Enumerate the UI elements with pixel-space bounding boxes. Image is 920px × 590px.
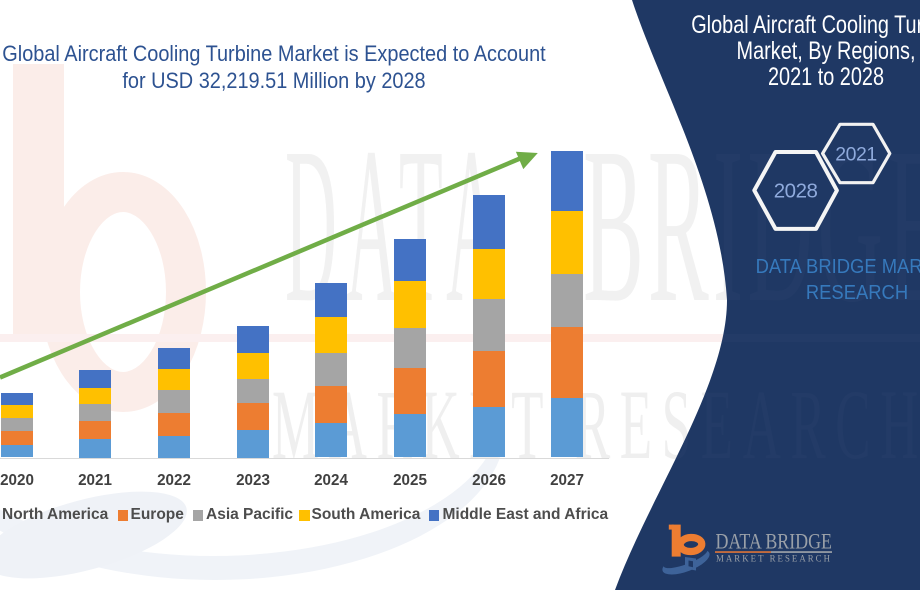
svg-text:MARKET RESEARCH: MARKET RESEARCH <box>716 555 832 565</box>
svg-text:2028: 2028 <box>774 180 818 203</box>
svg-text:2021: 2021 <box>835 144 876 166</box>
svg-text:BRIDGE: BRIDGE <box>583 102 920 349</box>
svg-text:MARKET RESEARCH: MARKET RESEARCH <box>272 369 920 480</box>
svg-text:DATA: DATA <box>285 102 507 349</box>
svg-text:DATA BRIDGE: DATA BRIDGE <box>716 529 833 554</box>
